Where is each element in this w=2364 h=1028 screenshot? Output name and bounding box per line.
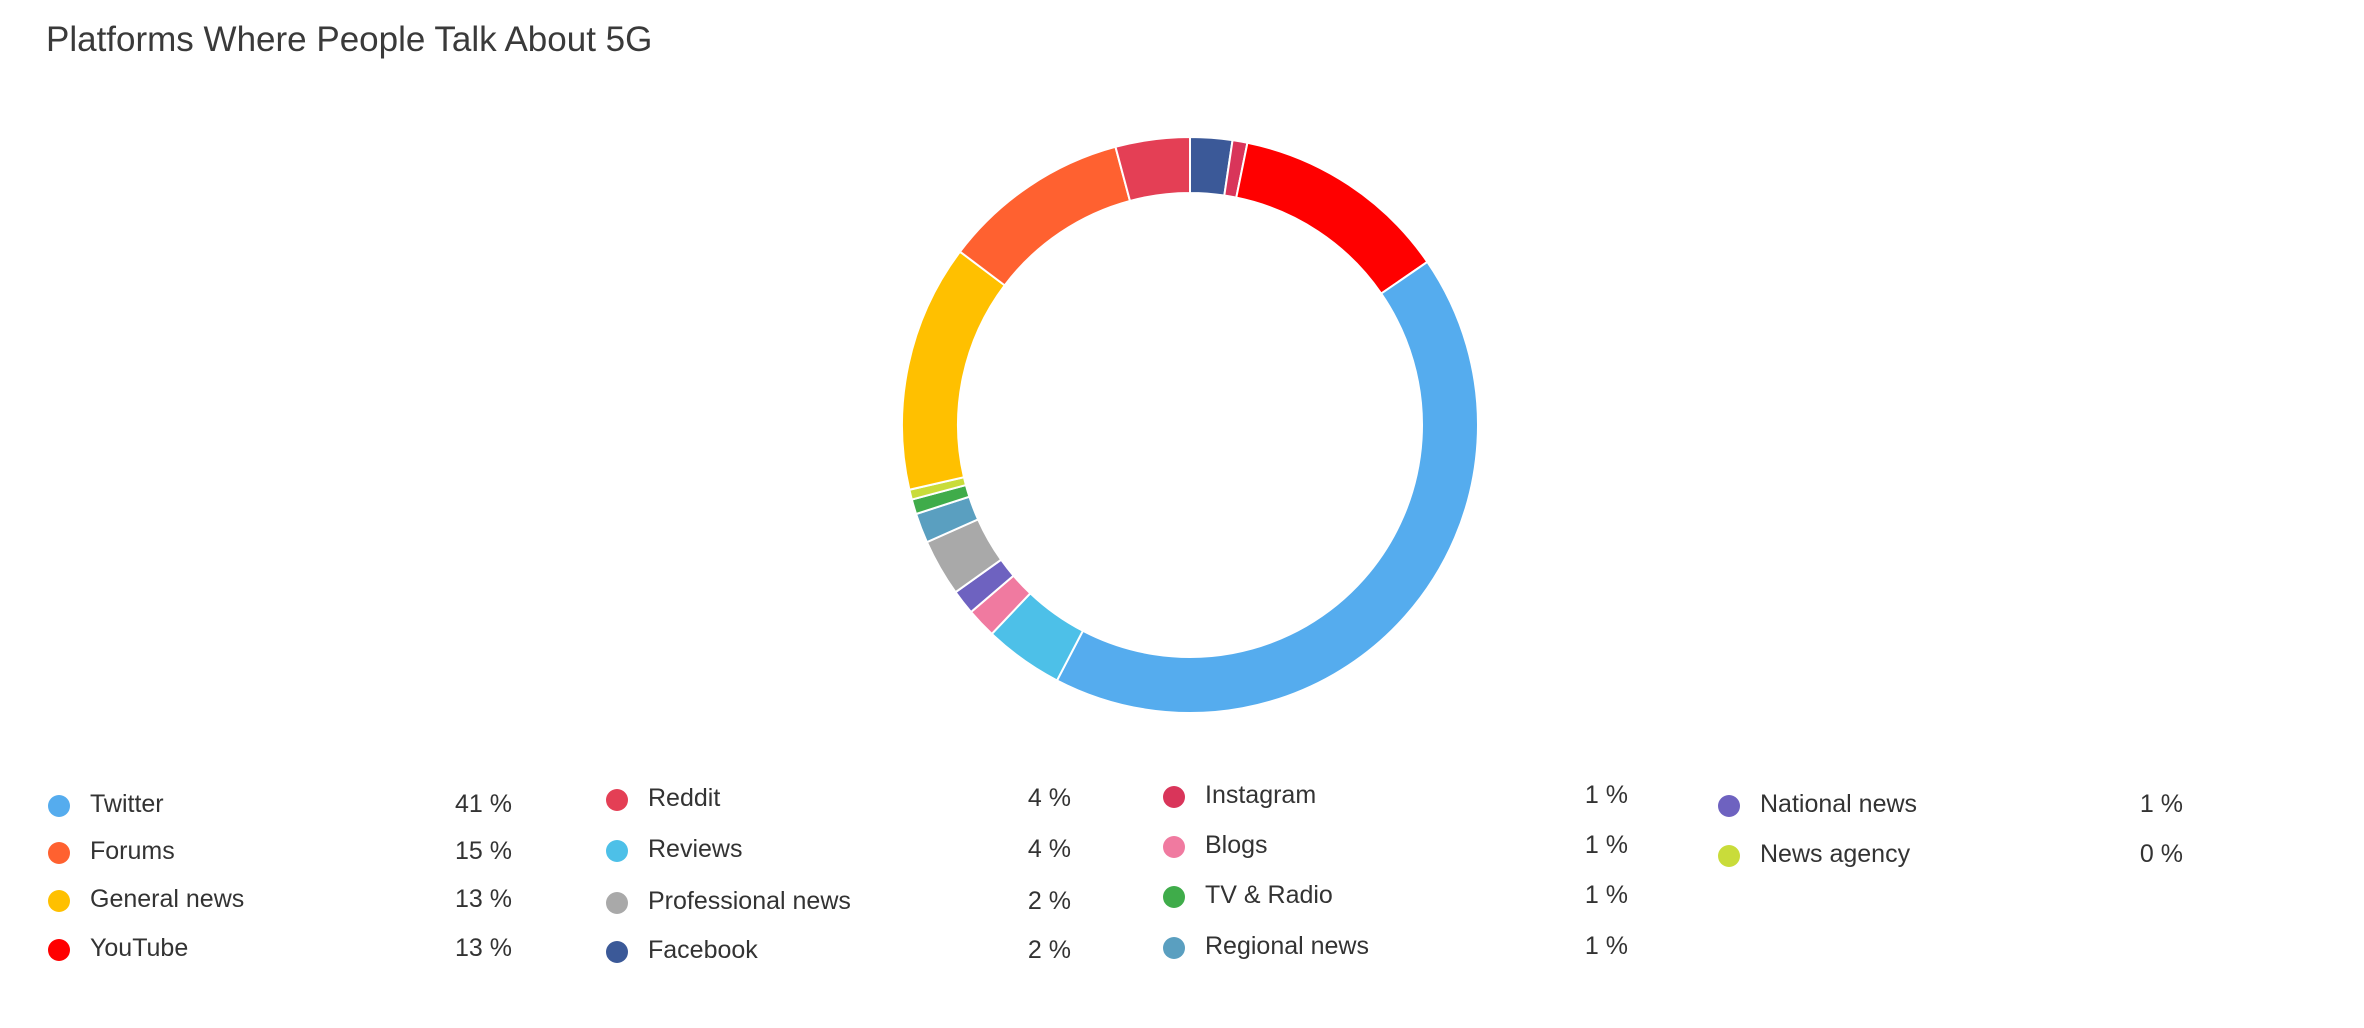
legend-value: 1 % [1584,881,1628,909]
legend-value: 0 % [2139,840,2183,868]
legend-dot [1163,836,1185,858]
legend-dot [48,795,70,817]
legend-value: 1 % [1584,781,1628,809]
legend-item-twitter[interactable]: Twitter 41 % [48,786,512,826]
legend-label: News agency [1760,840,1911,868]
legend-value: 1 % [2139,790,2183,818]
legend-value: 4 % [1027,784,1071,812]
legend-value: 2 % [1027,936,1071,964]
legend-value: 4 % [1027,835,1071,863]
slice-youtube[interactable] [1235,141,1429,295]
legend-item-forums[interactable]: Forums 15 % [48,833,512,873]
legend-dot [1163,937,1185,959]
legend-item-reddit[interactable]: Reddit 4 % [606,780,1071,820]
legend-dot [48,890,70,912]
legend-value: 41 % [455,790,512,818]
legend-value: 13 % [455,885,512,913]
legend-item-tv-and-radio[interactable]: TV & Radio 1 % [1163,877,1628,917]
legend-dot [48,939,70,961]
legend-label: Professional news [648,887,851,915]
slice-general-news[interactable] [901,250,1007,491]
legend-label: Blogs [1205,831,1268,859]
legend-value: 13 % [455,934,512,962]
legend-label: National news [1760,790,1918,818]
legend-dot [48,842,70,864]
legend-item-facebook[interactable]: Facebook 2 % [606,932,1071,972]
legend-value: 1 % [1584,932,1628,960]
slice-twitter[interactable] [1055,260,1479,714]
legend-dot [606,941,628,963]
legend-label: Twitter [90,790,164,818]
legend-item-national-news[interactable]: National news 1 % [1718,786,2183,826]
legend-label: YouTube [90,934,189,962]
legend-dot [1163,786,1185,808]
legend-item-blogs[interactable]: Blogs 1 % [1163,827,1628,867]
legend-item-news-agency[interactable]: News agency 0 % [1718,836,2183,876]
legend-label: General news [90,885,245,913]
legend-item-general-news[interactable]: General news 13 % [48,881,512,921]
legend-item-youtube[interactable]: YouTube 13 % [48,930,512,970]
legend-item-instagram[interactable]: Instagram 1 % [1163,777,1628,817]
donut-chart [901,135,1479,714]
legend-label: TV & Radio [1205,881,1333,909]
legend-label: Reddit [648,784,721,812]
legend-label: Regional news [1205,932,1369,960]
legend-label: Facebook [648,936,758,964]
chart-title: Platforms Where People Talk About 5G [46,20,653,59]
legend-label: Instagram [1205,781,1317,809]
legend-dot [1163,886,1185,908]
legend-item-reviews[interactable]: Reviews 4 % [606,831,1071,871]
legend-value: 15 % [455,837,512,865]
legend-label: Forums [90,837,175,865]
legend-value: 1 % [1584,831,1628,859]
legend-label: Reviews [648,835,743,863]
legend-dot [1718,845,1740,867]
slice-reddit[interactable] [1114,135,1191,203]
legend-dot [606,789,628,811]
legend-dot [606,840,628,862]
legend-value: 2 % [1027,887,1071,915]
legend-item-regional-news[interactable]: Regional news 1 % [1163,928,1628,968]
legend-item-professional-news[interactable]: Professional news 2 % [606,883,1071,923]
legend-dot [1718,795,1740,817]
legend-dot [606,892,628,914]
slice-forums[interactable] [958,145,1132,287]
